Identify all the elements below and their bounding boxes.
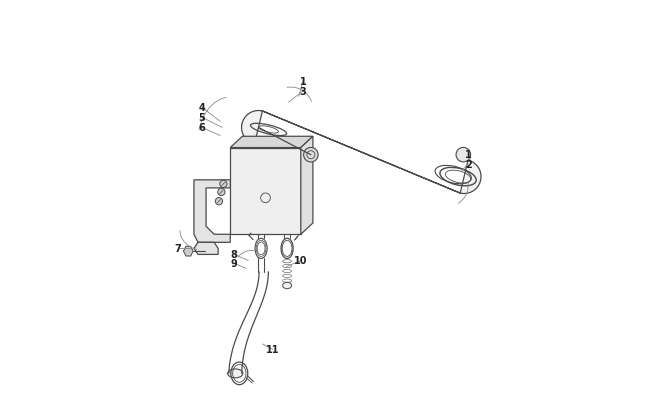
Text: 5: 5: [199, 113, 205, 123]
Text: 1: 1: [465, 149, 471, 159]
Circle shape: [456, 148, 471, 162]
Circle shape: [304, 148, 318, 162]
Circle shape: [215, 198, 222, 205]
Text: 10: 10: [294, 256, 307, 266]
Circle shape: [218, 189, 225, 196]
Text: 7: 7: [174, 244, 181, 254]
Polygon shape: [230, 148, 301, 234]
Polygon shape: [301, 137, 313, 234]
Polygon shape: [183, 247, 193, 256]
Text: 9: 9: [231, 259, 238, 269]
Polygon shape: [194, 243, 218, 255]
Text: 11: 11: [266, 344, 280, 354]
Text: 1: 1: [300, 77, 306, 87]
Polygon shape: [194, 180, 230, 243]
Ellipse shape: [283, 283, 292, 289]
Text: 4: 4: [199, 103, 205, 113]
Polygon shape: [242, 111, 481, 194]
Text: 6: 6: [199, 123, 205, 133]
Polygon shape: [230, 137, 313, 148]
Text: 2: 2: [465, 159, 471, 169]
Circle shape: [220, 181, 227, 188]
Text: 3: 3: [300, 87, 306, 97]
Ellipse shape: [227, 369, 243, 378]
Text: 8: 8: [231, 250, 238, 260]
